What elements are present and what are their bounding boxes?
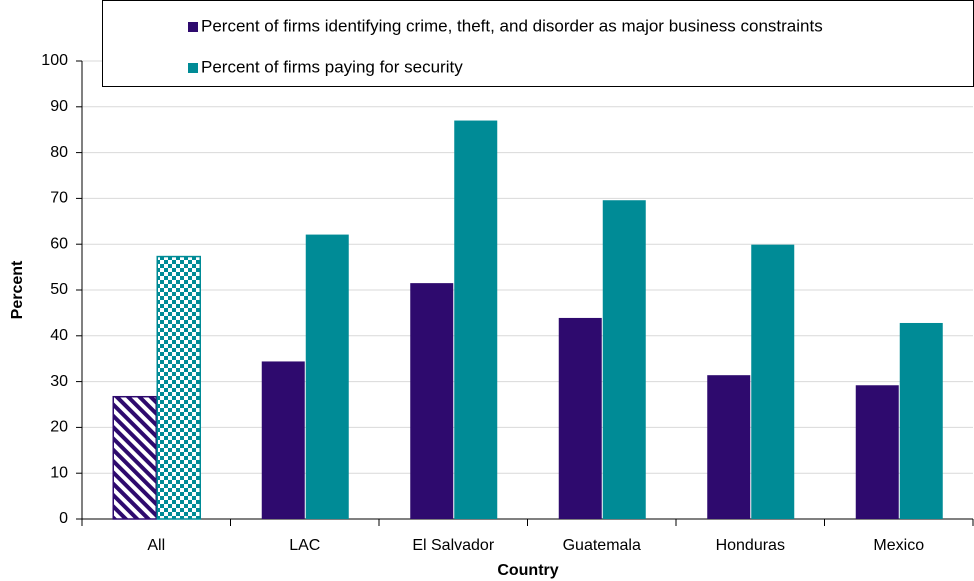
x-tick-label: Guatemala	[563, 537, 641, 554]
bar	[855, 385, 899, 519]
bar	[558, 317, 602, 519]
y-tick-label: 60	[50, 235, 68, 252]
bar	[707, 375, 751, 519]
y-axis-title: Percent	[9, 260, 26, 319]
bar	[112, 395, 157, 520]
y-tick-label: 40	[50, 327, 68, 344]
bar	[261, 361, 305, 519]
bar	[305, 234, 349, 519]
x-tick-label: LAC	[289, 537, 320, 554]
bar	[751, 244, 795, 519]
y-tick-label: 80	[50, 144, 68, 161]
y-tick-label: 50	[50, 281, 68, 298]
y-tick-label: 0	[59, 510, 68, 527]
x-tick-label: Mexico	[873, 537, 924, 554]
x-axis-title: Country	[497, 562, 558, 579]
legend-swatch	[188, 63, 198, 73]
legend-box	[102, 0, 974, 87]
y-tick-label: 70	[50, 190, 68, 207]
y-tick-label: 90	[50, 98, 68, 115]
y-tick-label: 100	[41, 52, 68, 69]
bar	[602, 200, 646, 519]
x-tick-label: Honduras	[716, 537, 785, 554]
y-tick-label: 10	[50, 464, 68, 481]
legend-label: Percent of firms paying for security	[201, 57, 463, 76]
y-tick-label: 30	[50, 373, 68, 390]
x-tick-label: All	[147, 537, 165, 554]
bar	[156, 255, 201, 520]
legend-swatch	[188, 22, 198, 32]
legend-label: Percent of firms identifying crime, thef…	[201, 16, 823, 35]
bar	[899, 322, 943, 519]
x-tick-label: El Salvador	[412, 537, 494, 554]
bar	[410, 283, 454, 519]
bar	[454, 120, 498, 519]
y-tick-label: 20	[50, 419, 68, 436]
